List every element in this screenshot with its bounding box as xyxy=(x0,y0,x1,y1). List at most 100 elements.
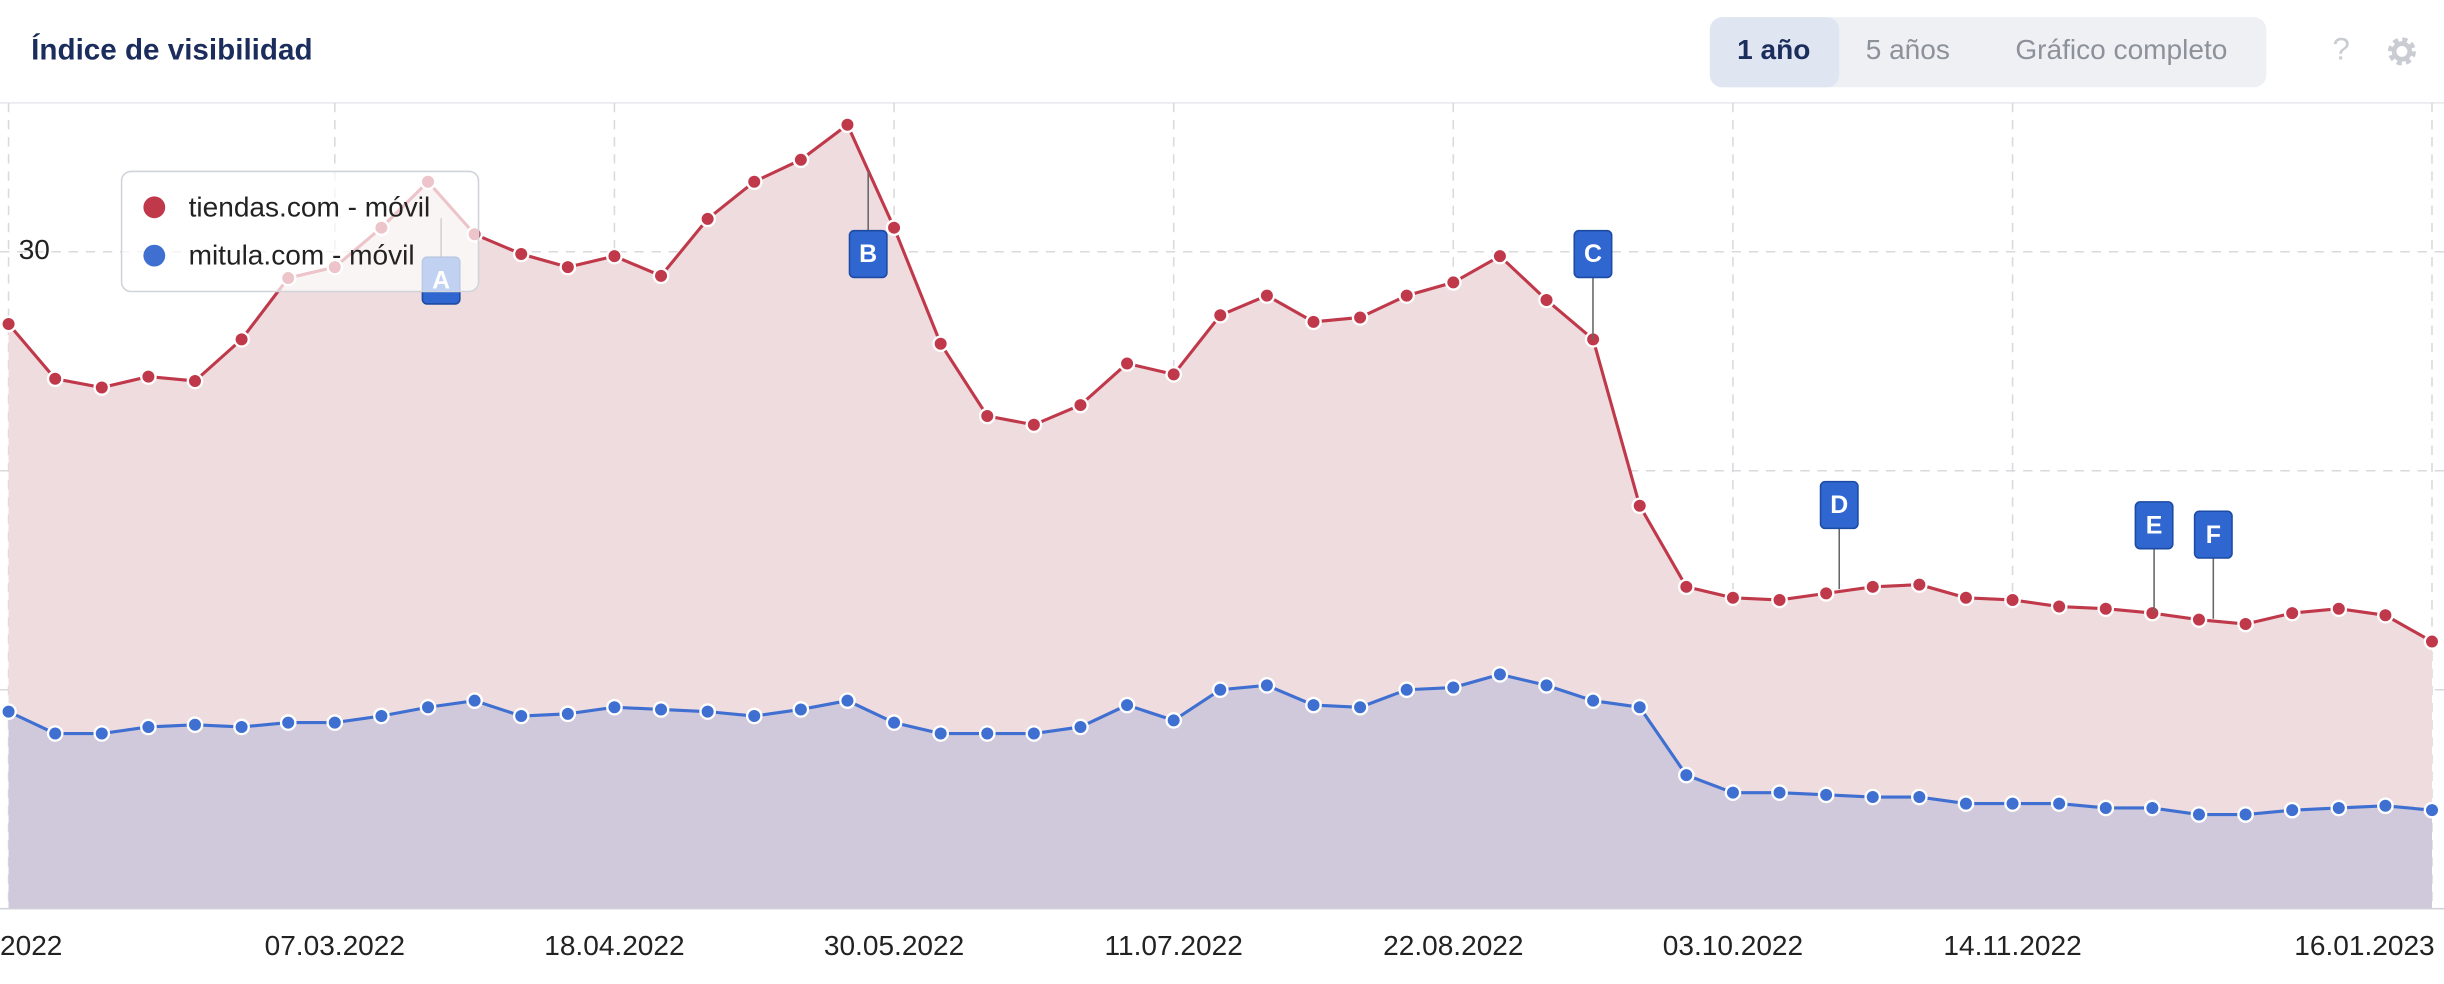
data-point xyxy=(1724,589,1742,607)
data-point xyxy=(233,718,250,736)
data-point xyxy=(792,151,810,169)
data-point xyxy=(1118,696,1136,714)
data-point xyxy=(2330,799,2348,817)
data-point xyxy=(559,705,577,723)
annotation-flag xyxy=(2193,510,2233,559)
data-point xyxy=(745,173,763,191)
data-point xyxy=(2097,600,2115,618)
data-point xyxy=(1025,416,1043,434)
data-point xyxy=(978,725,996,742)
data-point xyxy=(140,718,157,736)
data-point xyxy=(1165,712,1183,729)
data-point xyxy=(1724,784,1742,801)
data-point xyxy=(2330,600,2348,618)
data-point xyxy=(606,247,623,265)
widget-title: Índice de visibilidad xyxy=(31,32,312,66)
data-point xyxy=(1631,698,1649,716)
data-point xyxy=(1491,666,1509,683)
range-button[interactable]: 5 años xyxy=(1866,34,1950,65)
data-point xyxy=(326,714,344,731)
data-point xyxy=(46,370,64,388)
data-point xyxy=(2283,801,2301,819)
data-point xyxy=(46,725,64,742)
legend-label: mitula.com - móvil xyxy=(189,240,415,271)
data-point xyxy=(419,698,437,716)
data-point xyxy=(1444,679,1462,696)
annotation-label: F xyxy=(2206,521,2221,549)
x-tick-label: 16.01.2023 xyxy=(2294,930,2434,961)
range-button[interactable]: Gráfico completo xyxy=(2015,34,2227,65)
x-tick-label: 22.08.2022 xyxy=(1383,930,1523,961)
data-point xyxy=(2050,795,2068,812)
data-point xyxy=(2423,633,2441,650)
data-point xyxy=(1677,766,1695,784)
data-point xyxy=(1351,309,1369,326)
data-point xyxy=(606,698,623,716)
data-point xyxy=(1165,366,1183,383)
data-point xyxy=(1864,788,1882,806)
data-point xyxy=(559,258,577,276)
data-point xyxy=(2423,801,2441,819)
data-point xyxy=(2050,598,2068,615)
data-point xyxy=(2144,799,2161,817)
data-point xyxy=(373,707,390,725)
data-point xyxy=(978,407,996,425)
annotation-flag xyxy=(848,229,888,279)
data-point xyxy=(1677,578,1695,596)
range-button[interactable]: 1 año xyxy=(1737,34,1810,65)
data-point xyxy=(1072,396,1089,414)
annotation-flag xyxy=(1573,229,1613,279)
data-point xyxy=(1444,274,1462,291)
data-point xyxy=(932,725,949,742)
x-tick-label: 03.10.2022 xyxy=(1663,930,1803,961)
data-point xyxy=(1538,677,1555,694)
data-point xyxy=(186,716,204,734)
legend-marker xyxy=(143,244,166,267)
x-tick-label: 30.05.2022 xyxy=(824,930,964,961)
legend-box xyxy=(120,170,480,293)
data-point xyxy=(2004,795,2021,812)
data-point xyxy=(839,692,856,710)
annotation-flag xyxy=(2134,501,2174,550)
data-point xyxy=(1398,681,1416,699)
data-point xyxy=(2190,611,2208,629)
legend-marker xyxy=(143,196,166,219)
data-point xyxy=(2097,799,2115,817)
annotation-label: D xyxy=(1830,491,1848,519)
data-point xyxy=(233,331,250,348)
data-point xyxy=(1817,585,1835,602)
data-point xyxy=(1305,313,1322,331)
help-icon[interactable]: ? xyxy=(2332,32,2349,67)
annotation-label: E xyxy=(2146,511,2163,539)
data-point xyxy=(1911,576,1928,593)
data-point xyxy=(1258,677,1276,694)
data-point xyxy=(466,692,483,710)
data-point xyxy=(93,379,111,396)
data-point xyxy=(1584,692,1602,710)
y-tick-label: 30 xyxy=(19,234,50,265)
data-point xyxy=(512,245,530,263)
data-point xyxy=(839,116,856,134)
data-point xyxy=(1957,589,1975,607)
data-point xyxy=(652,701,670,718)
data-point xyxy=(1771,591,1788,609)
data-point xyxy=(792,701,810,718)
data-point xyxy=(1631,497,1649,515)
plot: 102030202207.03.202218.04.202230.05.2022… xyxy=(0,102,2444,961)
data-point xyxy=(699,210,716,228)
data-point xyxy=(1957,795,1975,812)
range-switch xyxy=(1709,17,2267,88)
gear-ring xyxy=(2391,41,2413,62)
data-point xyxy=(2144,604,2161,622)
active-button-bg xyxy=(1709,17,1840,88)
data-point xyxy=(1398,287,1416,304)
data-point xyxy=(1072,718,1089,736)
data-point xyxy=(2377,606,2394,624)
data-point xyxy=(2237,615,2254,633)
data-point xyxy=(2377,797,2394,815)
x-tick-label: 11.07.2022 xyxy=(1105,930,1243,961)
data-point xyxy=(1305,696,1322,714)
data-point xyxy=(932,335,949,353)
data-point xyxy=(699,703,716,720)
